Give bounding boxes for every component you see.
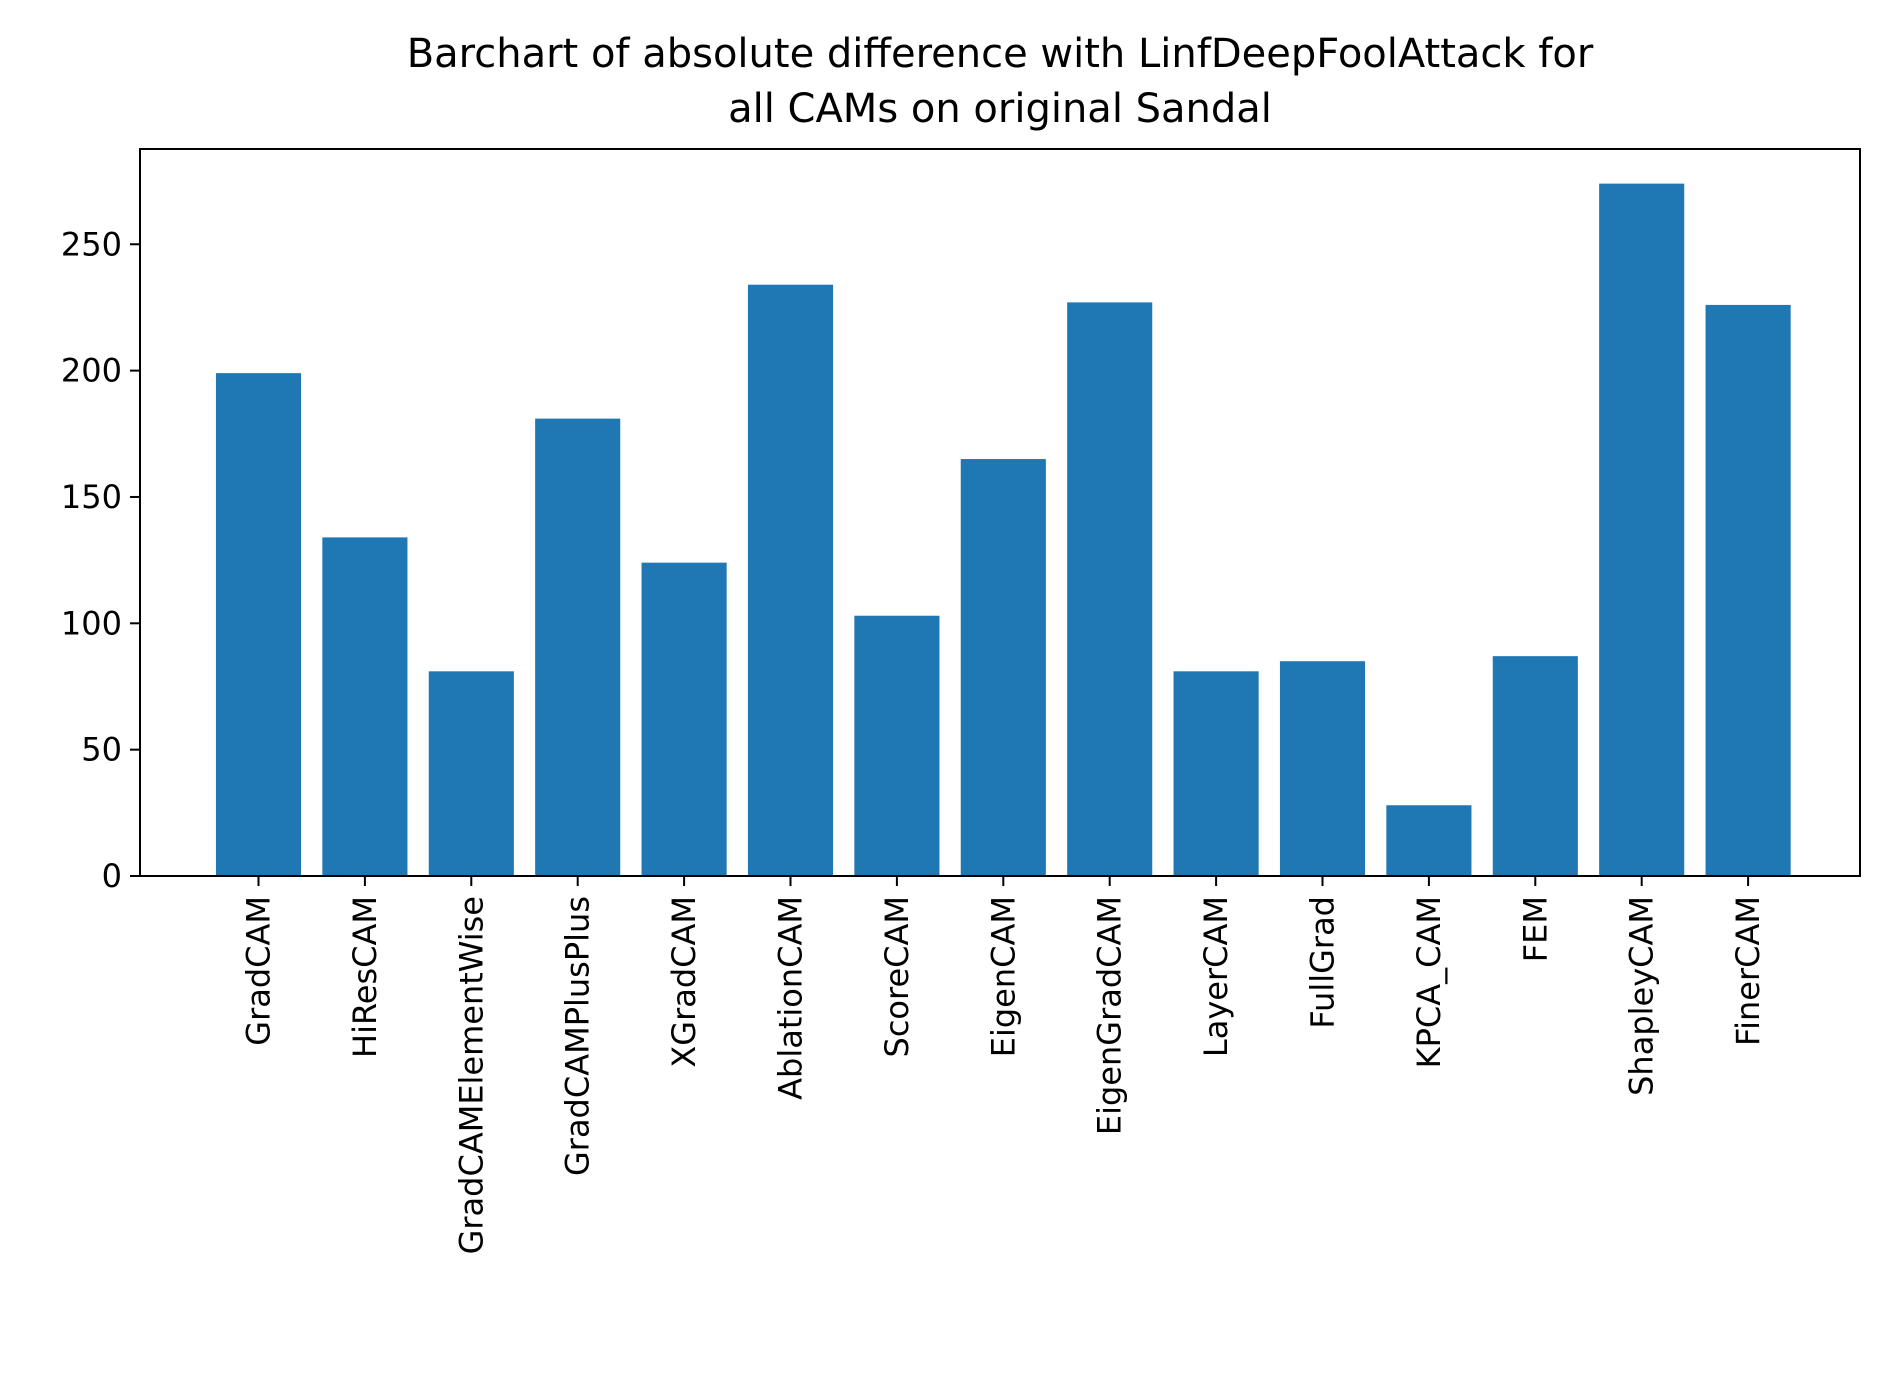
y-tick-label: 150 <box>61 478 122 516</box>
bar-ablationcam <box>747 284 834 877</box>
bar-scorecam <box>854 615 940 876</box>
y-axis: 0 50 100 150 200 250 <box>61 225 140 895</box>
x-tick-label: HiResCAM <box>346 896 384 1058</box>
plot-frame <box>139 148 1861 877</box>
x-tick-label: FullGrad <box>1304 896 1342 1029</box>
bar-fullgrad <box>1279 661 1366 876</box>
bar-layercam <box>1173 671 1259 876</box>
x-tick-label: FEM <box>1516 896 1554 962</box>
bar-eigengradcam <box>1067 302 1153 876</box>
y-tick-label: 0 <box>102 857 122 895</box>
x-tick-label: AblationCAM <box>772 896 810 1100</box>
y-tick-label: 100 <box>61 604 122 642</box>
bar-gradcamelementwise <box>428 671 514 876</box>
x-tick-label: EigenCAM <box>984 896 1022 1057</box>
x-tick-label: FinerCAM <box>1729 896 1767 1046</box>
x-tick-label: KPCA_CAM <box>1410 896 1448 1068</box>
x-tick-label: EigenGradCAM <box>1091 896 1129 1135</box>
bars-group <box>215 183 1791 877</box>
bar-fem <box>1492 656 1578 876</box>
chart-title-line-2: all CAMs on original Sandal <box>728 86 1272 132</box>
x-tick-label: ShapleyCAM <box>1623 896 1661 1096</box>
x-tick-label: LayerCAM <box>1197 896 1235 1057</box>
bar-gradcamplusplus <box>535 418 621 876</box>
bar-eigencam <box>960 459 1046 876</box>
x-tick-label: XGradCAM <box>665 896 703 1068</box>
x-tick-label: GradCAMPlusPlus <box>559 896 597 1176</box>
bar-finercam <box>1705 304 1791 876</box>
x-tick-label: GradCAMElementWise <box>452 896 490 1254</box>
chart-title-line-1: Barchart of absolute difference with Lin… <box>407 31 1594 77</box>
x-tick-label: GradCAM <box>240 896 278 1046</box>
x-axis: GradCAM HiResCAM GradCAMElementWise GradCAM… <box>240 876 1767 1254</box>
bar-xgradcam <box>641 562 727 876</box>
x-tick-label: ScoreCAM <box>878 896 916 1057</box>
bar-gradcam <box>215 373 302 876</box>
bar-hirescam <box>322 537 408 876</box>
y-tick-label: 50 <box>81 731 122 769</box>
bar-kpca_cam <box>1386 805 1472 876</box>
y-tick-label: 250 <box>61 225 122 263</box>
bar-shapleycam <box>1599 183 1685 877</box>
y-tick-label: 200 <box>61 352 122 390</box>
